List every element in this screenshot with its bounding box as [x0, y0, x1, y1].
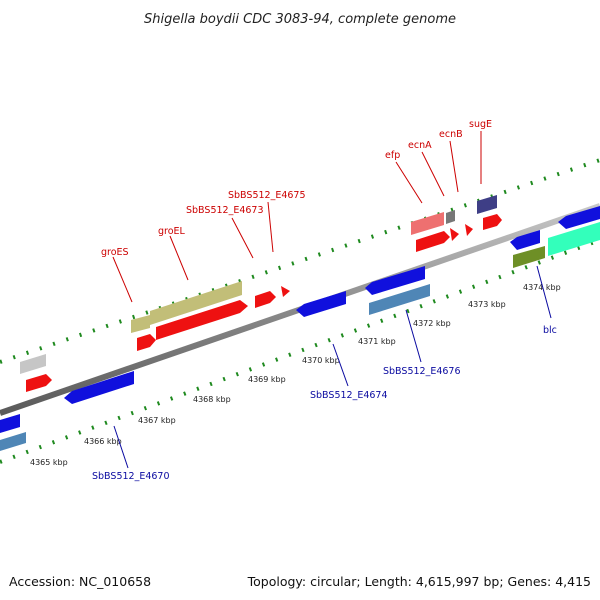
tick-label: 4372 kbp	[413, 319, 451, 328]
gene-feature[interactable]	[416, 231, 450, 252]
leader-line	[405, 309, 422, 363]
tick-label: 4373 kbp	[468, 300, 506, 309]
gene-feature[interactable]	[477, 195, 497, 214]
tick-label: 4370 kbp	[302, 356, 340, 365]
gene-feature[interactable]	[156, 300, 248, 340]
map-title: Shigella boydii CDC 3083-94, complete ge…	[144, 12, 456, 27]
leader-line	[112, 256, 133, 303]
leader-line	[421, 151, 445, 197]
accession-text: Accession: NC_010658	[9, 574, 151, 589]
ruler-labels: 4365 kbp 4366 kbp 4367 kbp 4368 kbp 4369…	[30, 283, 561, 467]
gene-feature[interactable]	[0, 414, 20, 433]
gene-label-SbBS512_E4674[interactable]: SbBS512_E4674	[310, 390, 388, 401]
tick-label: 4367 kbp	[138, 416, 176, 425]
gene-feature[interactable]	[365, 266, 425, 295]
gene-feature[interactable]	[150, 281, 242, 325]
gene-feature[interactable]	[281, 286, 290, 297]
tick-label: 4368 kbp	[193, 395, 231, 404]
leader-line	[395, 161, 423, 204]
gene-label-ecnB[interactable]: ecnB	[439, 129, 463, 140]
tick-label: 4371 kbp	[358, 337, 396, 346]
reverse-strand-track	[0, 238, 600, 464]
top-gene-labels: groES groEL SbBS512_E4673 SbBS512_E4675 …	[101, 119, 492, 303]
gene-feature[interactable]	[446, 210, 455, 224]
gene-feature[interactable]	[26, 374, 52, 392]
gene-label-SbBS512_E4676[interactable]: SbBS512_E4676	[383, 366, 461, 377]
gene-feature[interactable]	[513, 246, 545, 268]
forward-features	[20, 195, 502, 392]
gene-feature[interactable]	[255, 291, 276, 308]
gene-feature[interactable]	[548, 222, 600, 256]
tick-label: 4366 kbp	[84, 437, 122, 446]
leader-line	[332, 343, 349, 387]
genome-summary-text: Topology: circular; Length: 4,615,997 bp…	[247, 574, 591, 589]
leader-line	[536, 265, 552, 319]
gene-label-ecnA[interactable]: ecnA	[408, 140, 432, 151]
gene-feature[interactable]	[483, 214, 502, 230]
reverse-features	[0, 206, 600, 451]
gene-label-SbBS512_E4675[interactable]: SbBS512_E4675	[228, 190, 306, 201]
leader-line	[169, 235, 189, 281]
gene-label-groEL[interactable]: groEL	[158, 226, 186, 237]
gene-feature[interactable]	[558, 206, 600, 229]
leader-line	[231, 217, 254, 259]
gene-feature[interactable]	[296, 291, 346, 317]
gene-feature[interactable]	[369, 284, 430, 315]
gene-feature[interactable]	[0, 432, 26, 451]
gene-feature[interactable]	[20, 354, 46, 374]
gene-feature[interactable]	[450, 228, 459, 241]
gene-feature[interactable]	[131, 315, 150, 333]
leader-line	[449, 140, 459, 193]
bottom-gene-labels: SbBS512_E4670 SbBS512_E4674 SbBS512_E467…	[92, 265, 557, 482]
gene-feature[interactable]	[510, 230, 540, 250]
leader-line	[267, 201, 274, 253]
leader-line	[113, 425, 129, 469]
gene-label-SbBS512_E4670[interactable]: SbBS512_E4670	[92, 471, 170, 482]
gene-feature[interactable]	[137, 334, 156, 351]
tick-label: 4365 kbp	[30, 458, 68, 467]
gene-feature[interactable]	[465, 224, 473, 236]
gene-feature[interactable]	[411, 212, 444, 235]
tick-label: 4374 kbp	[523, 283, 561, 292]
gene-label-sugE[interactable]: sugE	[469, 119, 492, 130]
gene-label-blc[interactable]: blc	[543, 325, 557, 336]
gene-label-SbBS512_E4673[interactable]: SbBS512_E4673	[186, 205, 264, 216]
gene-label-efp[interactable]: efp	[385, 150, 400, 161]
tick-label: 4369 kbp	[248, 375, 286, 384]
gene-feature[interactable]	[64, 371, 134, 404]
gene-label-groES[interactable]: groES	[101, 247, 129, 258]
